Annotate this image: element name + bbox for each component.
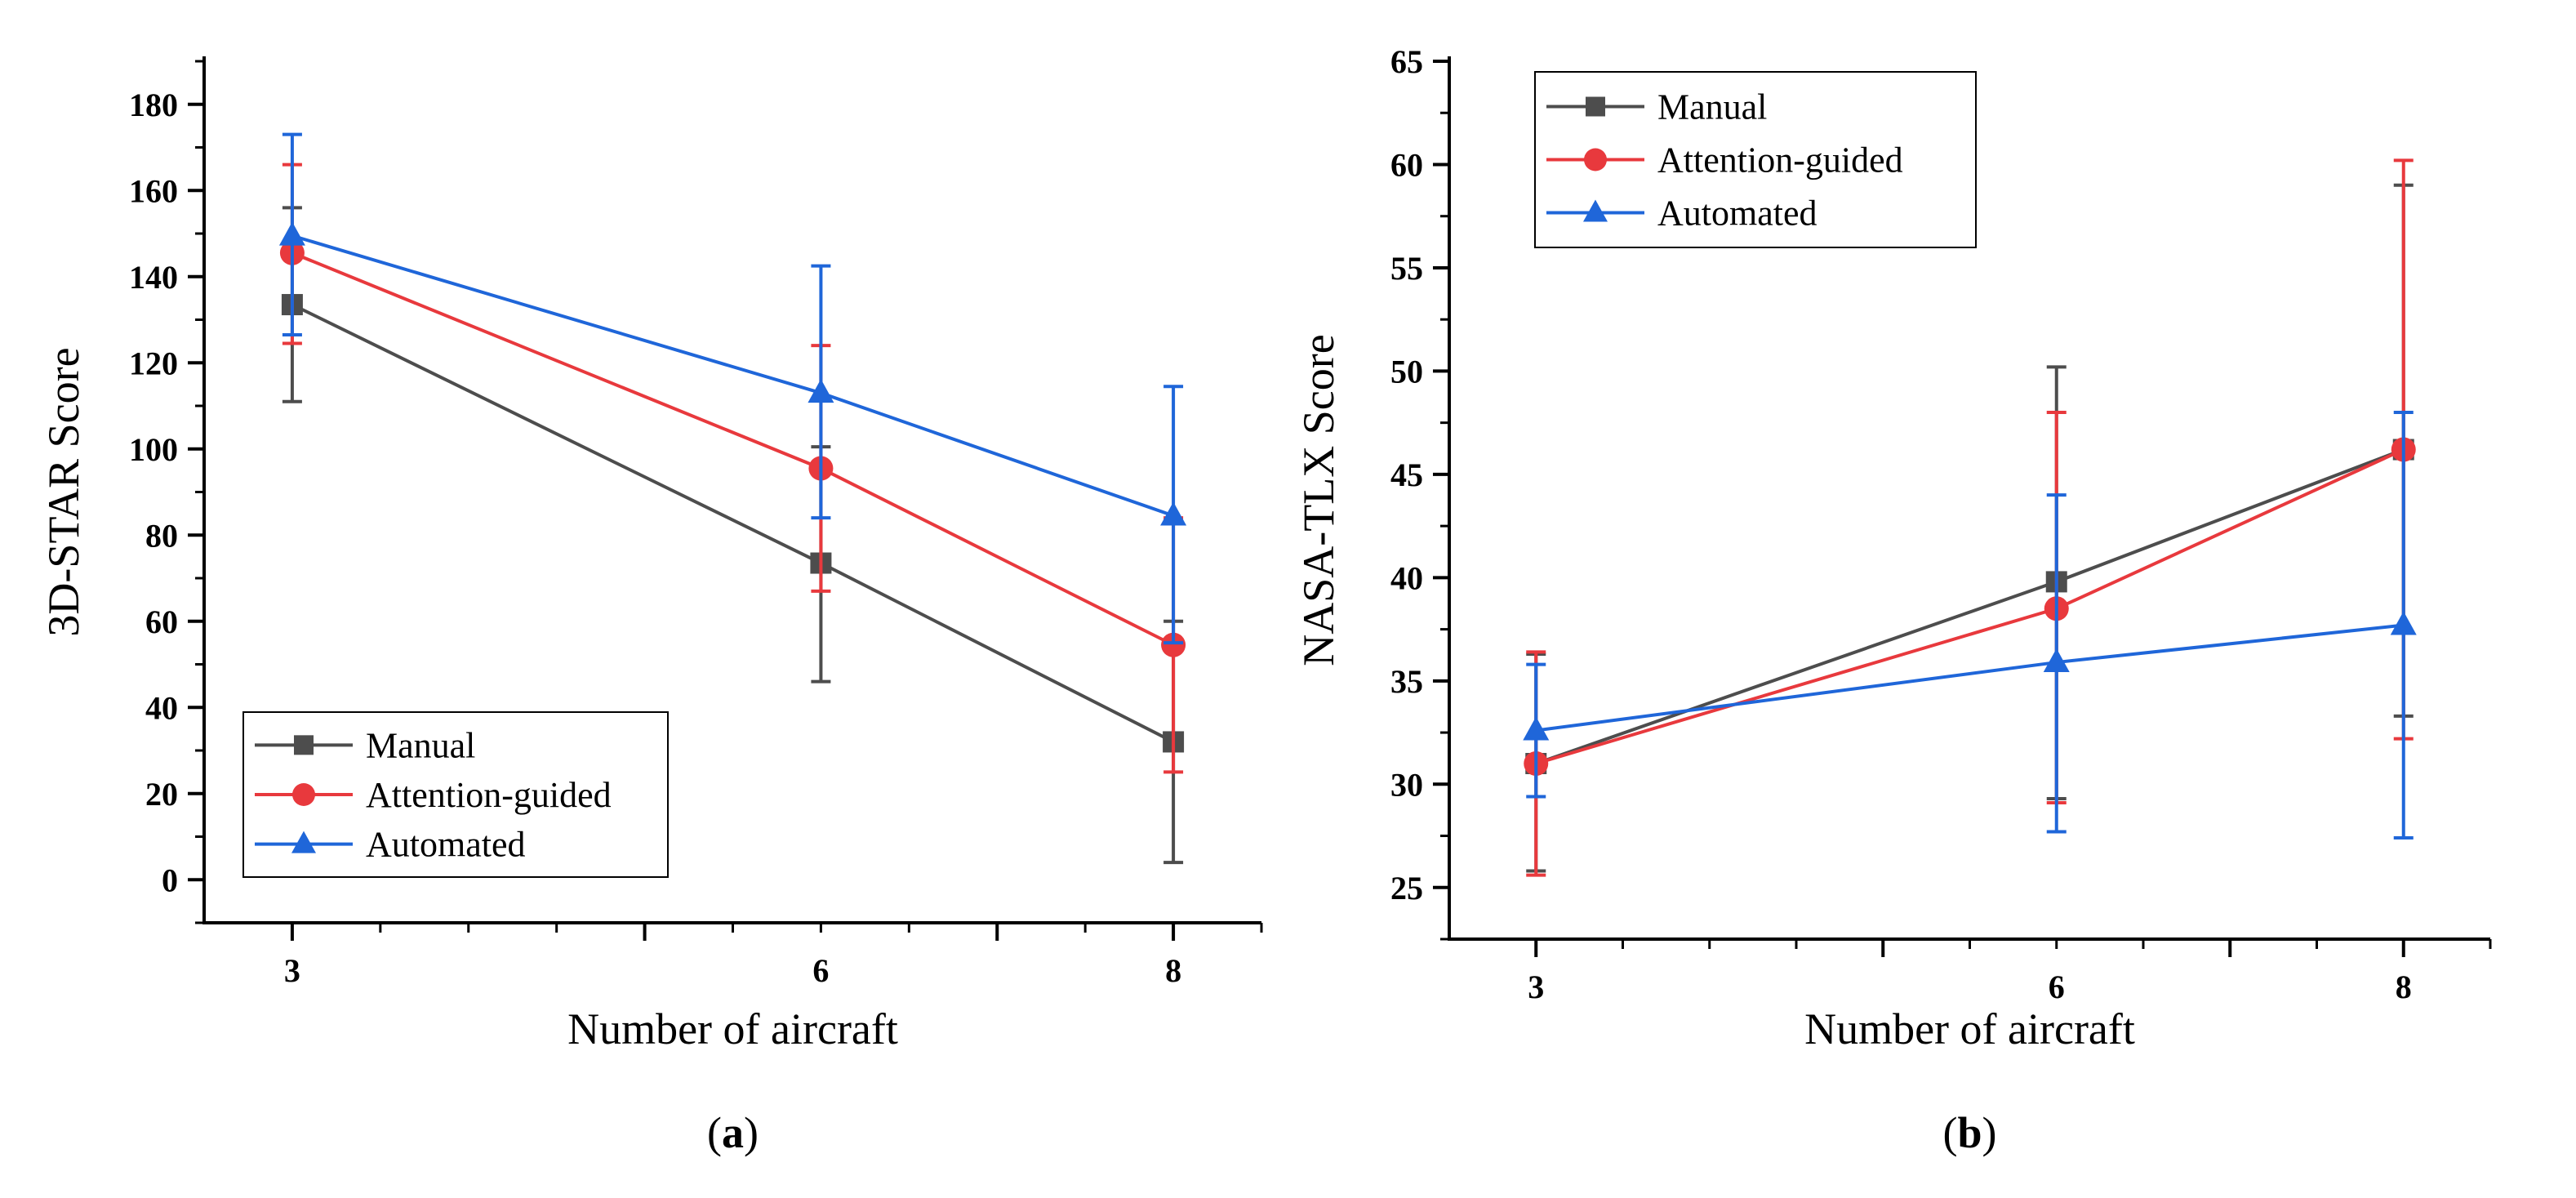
y-tick-label-b: 25 (1390, 870, 1423, 906)
y-tick-label-a: 160 (129, 172, 178, 209)
y-tick-label-b: 35 (1390, 663, 1423, 700)
y-tick-label-a: 0 (162, 862, 178, 898)
chart-panel-a: 0 20 40 60 80 100 120 140 160 180 3 6 8 Manual Attent… (39, 56, 1263, 1157)
x-tick-label-a: 6 (812, 952, 829, 989)
y-tick-label-b: 30 (1390, 766, 1423, 803)
point-b-automated (2043, 648, 2070, 673)
legend-marker-a-attention-guided (292, 783, 315, 806)
series-b-manual (1525, 183, 2414, 873)
series-b (1523, 158, 2417, 877)
point-a-attention-guided (1161, 632, 1186, 657)
legend-label-a-manual: Manual (366, 725, 475, 765)
y-tick-label-a: 140 (129, 259, 178, 296)
point-a-automated (808, 379, 834, 403)
legend-marker-b-automated (1583, 199, 1608, 222)
y-tick-label-b: 65 (1390, 43, 1423, 80)
legend-label-b-manual: Manual (1657, 87, 1767, 127)
y-tick-label-a: 20 (145, 776, 178, 813)
y-tick-label-a: 120 (129, 345, 178, 381)
axes-a: 0 20 40 60 80 100 120 140 160 180 3 6 8 (129, 56, 1263, 989)
point-b-automated (1523, 716, 1550, 741)
series-line-b-automated (1535, 623, 2404, 733)
series-line-b-manual (1535, 448, 2405, 765)
point-a-automated (278, 221, 305, 246)
x-axis-label-b: Number of aircraft (1804, 1004, 2135, 1053)
y-tick-label-a: 60 (145, 603, 178, 640)
x-tick-label-b: 8 (2396, 969, 2412, 1005)
panel-label-a-letter: a (722, 1108, 744, 1157)
legend-label-a-attention-guided: Attention-guided (366, 775, 612, 815)
x-tick-label-b: 3 (1528, 969, 1544, 1005)
legend-b: Manual Attention-guided Automated (1534, 71, 1977, 248)
y-tick-label-a: 100 (129, 431, 178, 468)
panel-label-b-letter: b (1957, 1108, 1982, 1157)
y-tick-label-b: 55 (1390, 250, 1423, 287)
series-a (278, 132, 1187, 865)
x-tick-label-a: 8 (1165, 952, 1181, 989)
legend-marker-b-attention-guided (1584, 148, 1607, 171)
legend-marker-b-manual (1586, 96, 1605, 117)
y-tick-label-a: 80 (145, 517, 178, 554)
legend-marker-a-manual (294, 735, 314, 755)
x-tick-label-a: 3 (284, 952, 300, 989)
legend-a: Manual Attention-guided Automated (242, 711, 669, 878)
x-tick-label-b: 6 (2049, 969, 2065, 1005)
y-axis-label-b: NASA-TLX Score (1294, 334, 1343, 666)
point-a-automated (1160, 501, 1187, 526)
y-tick-label-b: 50 (1390, 353, 1423, 390)
x-axis-label-a: Number of aircraft (567, 1004, 898, 1053)
legend-label-b-attention-guided: Attention-guided (1657, 140, 1903, 180)
series-line-a-automated (291, 234, 1174, 518)
y-tick-label-b: 45 (1390, 456, 1423, 493)
y-tick-label-b: 60 (1390, 146, 1423, 183)
legend-marker-a-automated (291, 831, 316, 853)
point-b-automated (2390, 611, 2417, 635)
chart-panel-b: 25 30 35 40 45 50 55 60 65 3 6 8 Manual Attention-gu… (1294, 43, 2492, 1157)
series-b-attention-guided (1524, 158, 2416, 877)
series-a-automated (278, 132, 1187, 645)
panel-label-a: (a) (707, 1108, 759, 1157)
axes-b: 25 30 35 40 45 50 55 60 65 3 6 8 (1390, 43, 2492, 1005)
panel-label-b: (b) (1942, 1108, 1996, 1157)
y-tick-label-b: 40 (1390, 559, 1423, 596)
series-b-automated (1523, 411, 2417, 840)
series-line-a-attention-guided (291, 251, 1174, 647)
y-axis-label-a: 3D-STAR Score (39, 347, 88, 636)
legend-label-b-automated: Automated (1657, 194, 1817, 234)
legend-label-a-automated: Automated (366, 825, 526, 865)
y-tick-label-a: 40 (145, 689, 178, 726)
y-tick-label-a: 180 (129, 87, 178, 123)
series-line-a-manual (291, 303, 1174, 744)
